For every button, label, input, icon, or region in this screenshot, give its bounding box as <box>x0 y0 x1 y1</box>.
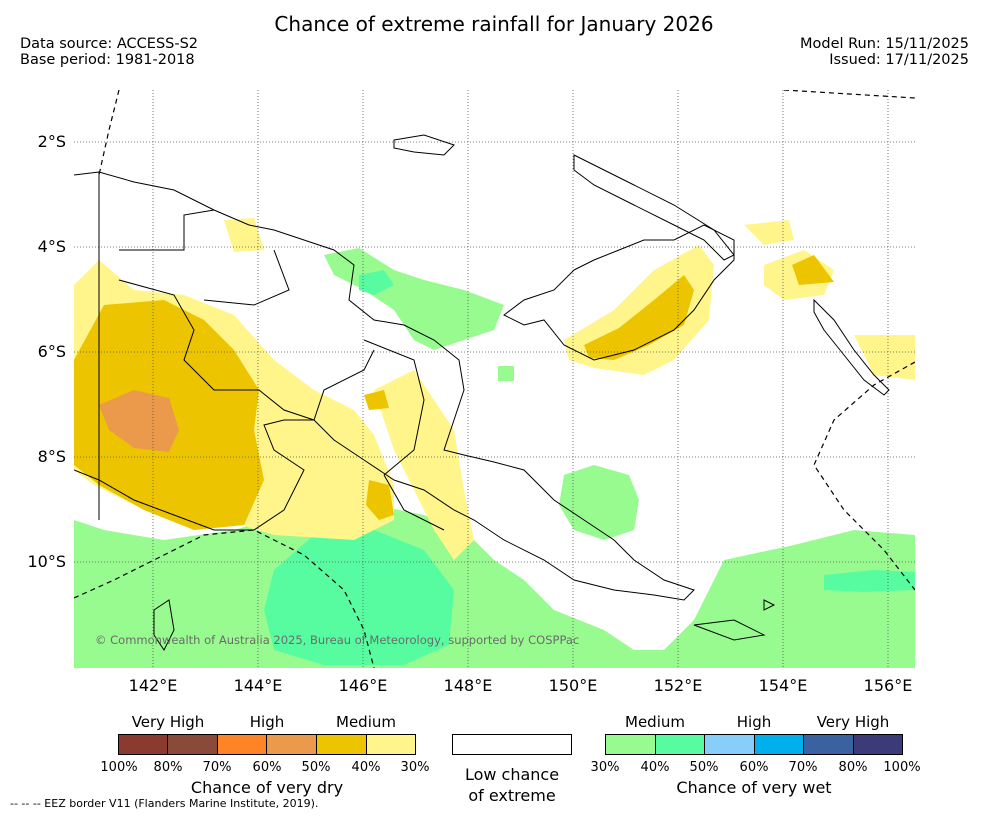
wet-swatch-3 <box>704 734 755 755</box>
wet-area-spot <box>498 366 514 381</box>
low-caption-line1: Low chance <box>464 765 560 784</box>
model-run: Model Run: 15/11/2025 <box>799 36 969 52</box>
dry-area-east <box>564 245 714 375</box>
wet-core-south <box>264 530 454 665</box>
wet-area-central <box>559 465 639 540</box>
lon-label-142e: 142°E <box>128 676 178 695</box>
lon-label-144e: 144°E <box>233 676 283 695</box>
lon-label-156e: 156°E <box>863 676 913 695</box>
wet-swatch-5 <box>803 734 854 755</box>
copyright-credit: © Commonwealth of Australia 2025, Bureau… <box>95 633 580 647</box>
low-chance-caption: Low chance of extreme <box>440 764 584 806</box>
dry-pct-70: 70% <box>202 760 232 775</box>
coastlines <box>74 134 890 651</box>
eez-borders <box>74 90 915 668</box>
dry-pct-100: 100% <box>100 760 138 775</box>
dry-swatch-6 <box>366 734 416 755</box>
dry-swatch-5 <box>316 734 367 755</box>
lat-label-2s: 2°S <box>37 132 66 151</box>
map-svg <box>74 90 915 668</box>
dry-area-top <box>744 220 794 245</box>
wet-pct-50: 50% <box>689 760 719 775</box>
grid-lines <box>74 90 915 668</box>
lat-label-10s: 10°S <box>27 552 66 571</box>
rainfall-map <box>74 90 915 668</box>
wet-swatch-2 <box>655 734 705 755</box>
lat-label-4s: 4°S <box>37 237 66 256</box>
lon-label-146e: 146°E <box>338 676 388 695</box>
dry-swatch-3 <box>217 734 267 755</box>
lon-label-154e: 154°E <box>758 676 808 695</box>
wet-pct-70: 70% <box>788 760 818 775</box>
lat-label-8s: 8°S <box>37 447 66 466</box>
dry-pct-50: 50% <box>301 760 331 775</box>
dry-pct-80: 80% <box>153 760 183 775</box>
dry-core-ne <box>792 255 834 285</box>
dry-pct-60: 60% <box>252 760 282 775</box>
wet-caption: Chance of very wet <box>676 778 832 797</box>
dry-high-area <box>99 390 179 452</box>
chart-title: Chance of extreme rainfall for January 2… <box>274 12 714 36</box>
wet-cat-very-high: Very High <box>816 713 890 731</box>
wet-cat-high: High <box>736 713 772 731</box>
low-caption-line2: of extreme <box>468 786 556 805</box>
dry-pct-30: 30% <box>400 760 430 775</box>
dry-swatch-2 <box>167 734 218 755</box>
wet-core-east <box>824 570 915 592</box>
dry-core-east <box>584 275 694 360</box>
dry-area-band <box>374 370 474 560</box>
dry-core-band <box>366 480 394 520</box>
low-chance-swatch <box>452 734 572 755</box>
wet-pct-40: 40% <box>640 760 670 775</box>
wet-core-north <box>359 270 394 295</box>
wet-swatch-1 <box>605 734 656 755</box>
issued-date: Issued: 17/11/2025 <box>829 52 969 68</box>
base-period: Base period: 1981-2018 <box>20 52 195 68</box>
data-source: Data source: ACCESS-S2 <box>20 36 199 52</box>
dry-swatch-4 <box>266 734 317 755</box>
dry-core-spot <box>364 390 389 410</box>
dry-cat-medium: Medium <box>336 713 396 731</box>
meta-right: Model Run: 15/11/2025 Issued: 17/11/2025 <box>800 36 969 68</box>
borders <box>98 172 445 531</box>
dry-pct-40: 40% <box>351 760 381 775</box>
dry-cat-very-high: Very High <box>131 713 205 731</box>
wet-swatch-6 <box>853 734 903 755</box>
wet-pct-80: 80% <box>838 760 868 775</box>
wet-pct-30: 30% <box>590 760 620 775</box>
dry-swatch-1 <box>118 734 168 755</box>
lon-label-152e: 152°E <box>653 676 703 695</box>
wet-pct-100: 100% <box>883 760 921 775</box>
meta-left: Data source: ACCESS-S2 Base period: 1981… <box>20 36 198 68</box>
dry-area-far-east <box>854 335 915 380</box>
wet-cat-medium: Medium <box>625 713 685 731</box>
dry-cat-high: High <box>249 713 285 731</box>
lat-label-6s: 6°S <box>37 342 66 361</box>
wet-swatch-4 <box>754 734 804 755</box>
eez-note: -- -- -- EEZ border V11 (Flanders Marine… <box>10 797 319 810</box>
wet-pct-60: 60% <box>739 760 769 775</box>
lon-label-150e: 150°E <box>548 676 598 695</box>
dry-caption: Chance of very dry <box>190 778 344 797</box>
lon-label-148e: 148°E <box>443 676 493 695</box>
